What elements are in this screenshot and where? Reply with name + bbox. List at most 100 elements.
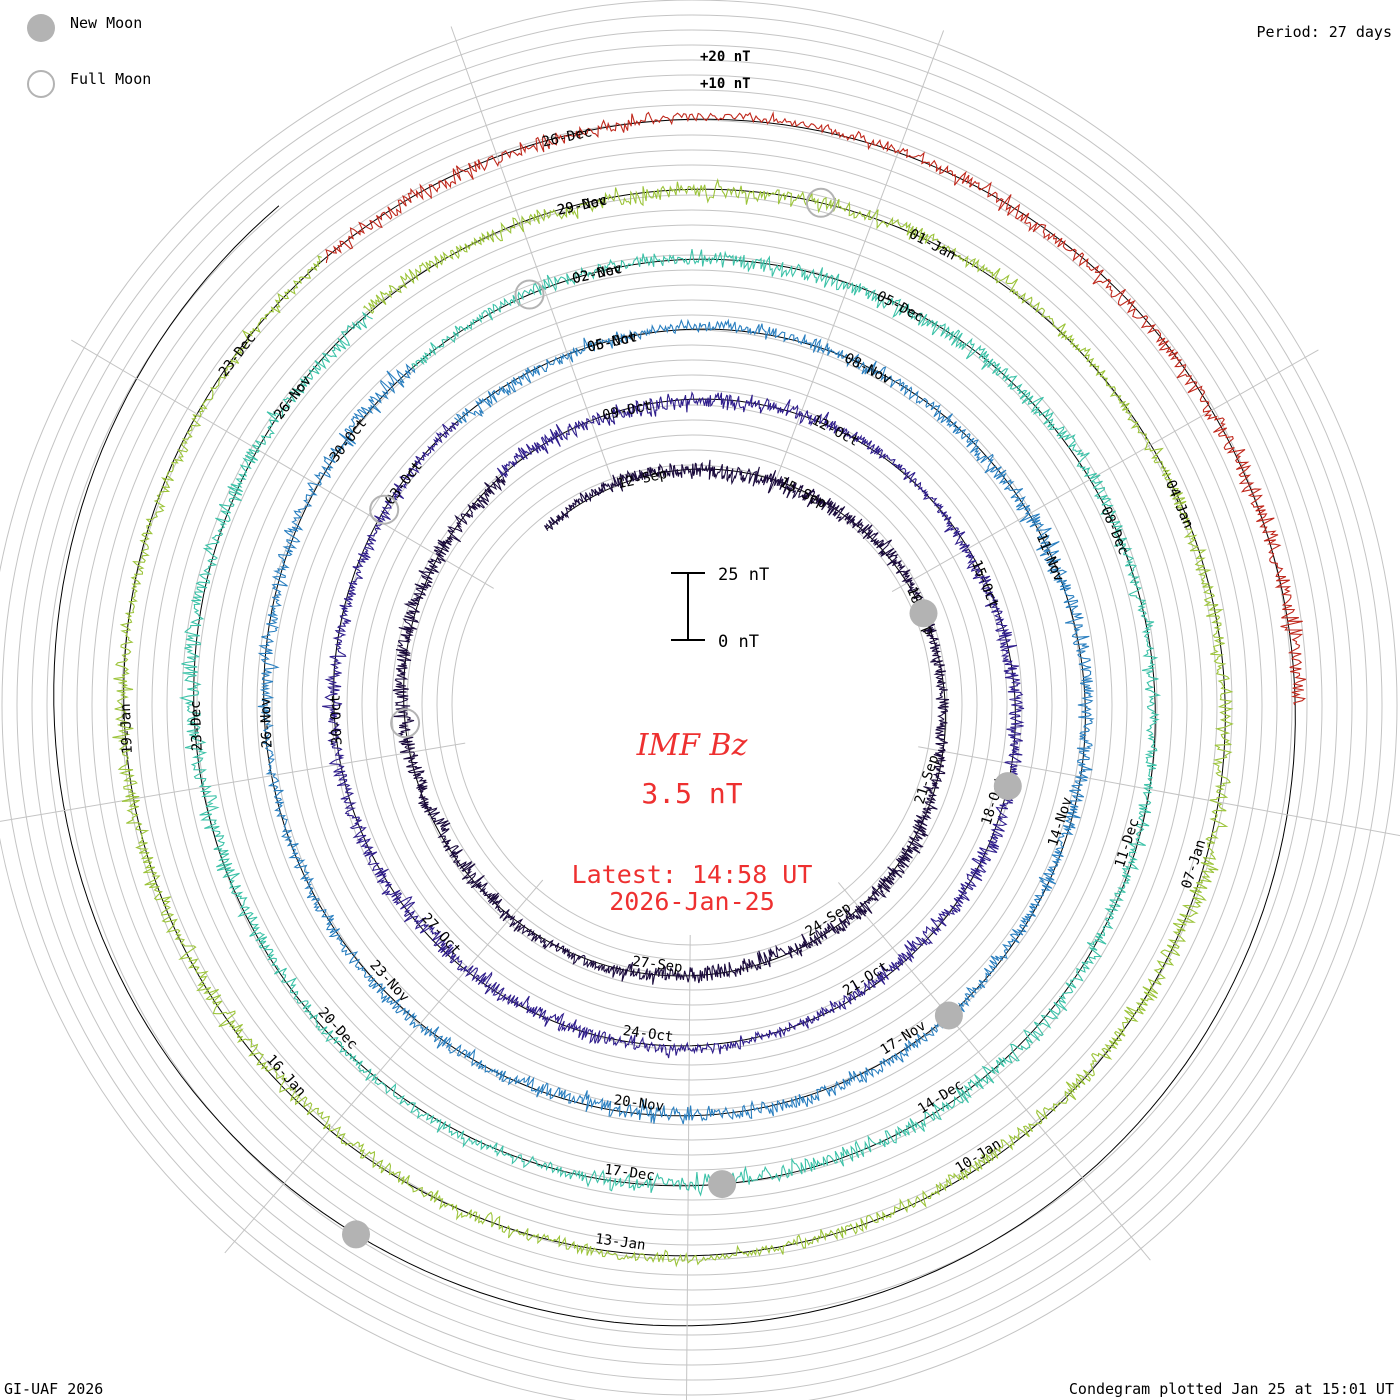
date-tick-label: 26-Nov <box>271 373 315 423</box>
date-tick-label: 26-Nov <box>258 697 276 748</box>
date-tick-label: 04-Jan <box>1162 478 1196 531</box>
scale-bar-bottom-label: 0 nT <box>718 632 759 652</box>
grid-ring <box>406 419 978 991</box>
legend-new-moon-icon <box>27 14 55 42</box>
date-tick-label: 20-Dec <box>315 1005 361 1053</box>
footer-credit: GI-UAF 2026 <box>4 1380 104 1398</box>
grid-ring <box>76 89 1308 1321</box>
footer-plotted: Condegram plotted Jan 25 at 15:01 UT <box>1068 1380 1394 1398</box>
period-label: Period: 27 days <box>1256 23 1392 41</box>
grid-ring <box>361 374 1023 1036</box>
bz-trace-rotation-4 <box>178 249 1162 1197</box>
date-tick-label: 12-Oct <box>809 412 861 450</box>
grid-ring <box>331 344 1053 1066</box>
date-tick-label: 01-Jan <box>906 226 958 264</box>
grid-spoke <box>0 742 466 822</box>
grid-spoke <box>771 30 945 490</box>
grid-ring <box>46 59 1338 1351</box>
grid-ring <box>31 44 1353 1366</box>
date-tick-label: 24-Sep <box>803 900 854 941</box>
grid-ring <box>256 269 1128 1141</box>
current-value: 3.5 nT <box>641 777 742 810</box>
grid-ring <box>1 14 1383 1396</box>
date-tick-label: 15-Sep <box>777 474 829 512</box>
date-tick-label: 27-Sep <box>631 954 683 977</box>
grid-ring <box>151 164 1233 1246</box>
date-tick-label: 17-Dec <box>603 1162 655 1185</box>
date-tick-label: 05-Nov <box>586 329 639 355</box>
zero-line <box>53 118 1296 1327</box>
moon-markers <box>342 187 1022 1249</box>
full-moon-marker <box>805 187 836 218</box>
latest-date: 2026-Jan-25 <box>609 887 775 916</box>
grid-ring <box>61 74 1323 1336</box>
grid-ring <box>271 284 1113 1126</box>
grid-ring <box>391 404 993 1006</box>
grid-ring <box>16 29 1368 1381</box>
chart-title: IMF Bz <box>636 728 748 763</box>
grid-ring <box>226 239 1158 1171</box>
new-moon-marker <box>708 1170 737 1199</box>
date-tick-label: 08-Nov <box>842 350 894 388</box>
grid-spoke <box>685 934 691 1400</box>
date-tick-label: 15-Oct <box>968 558 1002 611</box>
grid-ring <box>316 329 1068 1081</box>
scale-bar-top-label: 25 nT <box>718 565 769 585</box>
date-tick-label: 08-Dec <box>1097 504 1131 557</box>
date-tick-label: 23-Dec <box>188 700 206 751</box>
legend-new-moon-label: New Moon <box>70 14 143 32</box>
date-tick-label: 05-Dec <box>874 288 926 326</box>
date-tick-label: 20-Nov <box>613 1092 665 1115</box>
zero-line <box>123 188 1226 1257</box>
grid-ring <box>451 464 933 946</box>
grid-spoke <box>918 746 1400 837</box>
grid-ring <box>196 209 1188 1201</box>
date-tick-label: 27-Oct <box>418 910 464 958</box>
grid-spokes <box>0 26 1400 1400</box>
grid-ring <box>166 179 1218 1231</box>
grid-spoke <box>838 882 1151 1261</box>
grid-spoke <box>224 879 544 1254</box>
date-tick-label: 23-Dec <box>216 330 260 380</box>
date-tick-label: 19-Jan <box>118 703 136 754</box>
legend-full-moon-icon <box>27 70 55 98</box>
new-moon-marker <box>342 1220 370 1249</box>
zero-line <box>263 328 1086 1117</box>
bz-trace-rotation-6 <box>325 111 1306 706</box>
new-moon-marker <box>909 599 938 628</box>
full-moon-marker <box>390 708 421 739</box>
full-moon-marker <box>514 279 545 310</box>
grid-ring <box>211 224 1173 1186</box>
legend-full-moon-label: Full Moon <box>70 70 152 88</box>
full-moon-marker <box>369 494 400 525</box>
grid-ring <box>241 254 1143 1156</box>
grid-ring <box>181 194 1203 1216</box>
date-tick-label: 24-Oct <box>622 1023 674 1046</box>
date-tick-label: 30-Oct <box>327 416 371 466</box>
grid-ring <box>121 134 1263 1276</box>
grid-ring <box>106 119 1278 1291</box>
date-tick-label: 03-Oct <box>382 458 426 508</box>
grid-spoke <box>891 349 1319 593</box>
bz-trace-rotation-2 <box>322 391 1025 1059</box>
date-tick-label: 26-Dec <box>541 124 594 150</box>
bz-trace-rotation-5 <box>112 178 1234 1268</box>
new-moon-marker <box>993 772 1022 801</box>
bz-trace-rotation-1 <box>392 459 950 985</box>
grid-ring <box>301 314 1083 1096</box>
ring-scale-label-20: +20 nT <box>700 49 751 65</box>
date-tick-label: 13-Jan <box>594 1231 646 1254</box>
grid-ring <box>421 434 963 976</box>
date-tick-label: 30-Oct <box>328 694 346 745</box>
grid-ring <box>376 389 1008 1021</box>
ring-scale-label-10: +10 nT <box>700 76 751 92</box>
latest-time: Latest: 14:58 UT <box>572 860 813 889</box>
grid-ring <box>286 299 1098 1111</box>
bz-trace-rotation-3 <box>257 318 1095 1125</box>
grid-ring <box>436 449 948 961</box>
grid-spoke <box>450 26 616 489</box>
